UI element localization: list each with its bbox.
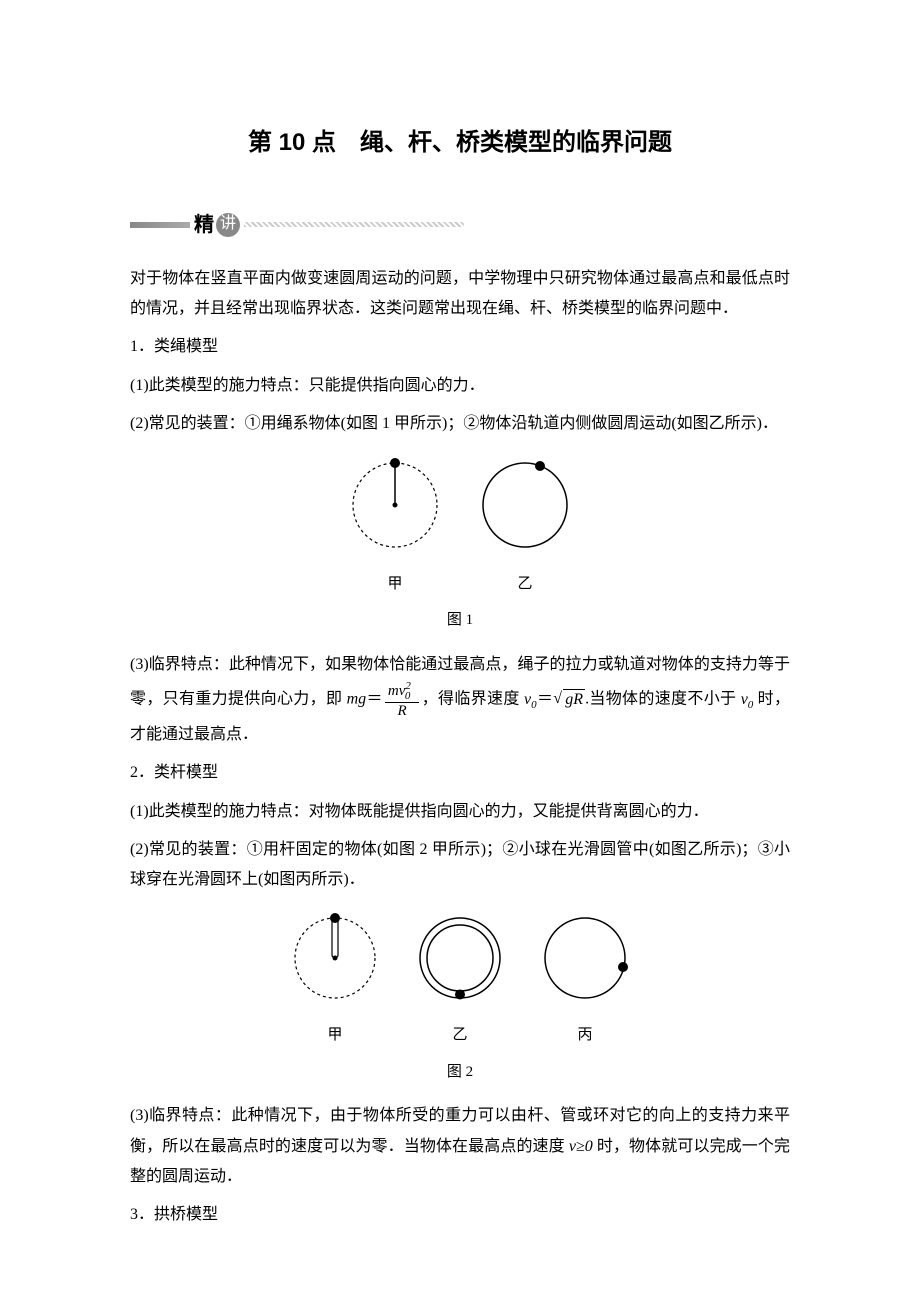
figure-1: 甲 乙 图 1 [130,455,790,635]
frac-num: mv [388,683,406,699]
formula-v0-2: v0 [741,691,754,708]
figure-2-bing-label: 丙 [538,1021,633,1050]
formula-eq1: ＝ [366,691,383,708]
section2-p1: (1)此类模型的施力特点：对物体既能提供指向圆心的力，又能提供背离圆心的力． [130,797,790,827]
section3-heading: 3．拱桥模型 [130,1200,790,1230]
figure-1-yi: 乙 [475,455,575,599]
figure-2-yi: 乙 [413,911,508,1050]
figure-2-jia: 甲 [288,911,383,1050]
page-title: 第 10 点 绳、杆、桥类模型的临界问题 [130,120,790,166]
formula-eq2: ＝ [537,691,554,708]
section-badge: 精 讲 [130,206,790,244]
section2-p2: (2)常见的装置：①用杆固定的物体(如图 2 甲所示)；②小球在光滑圆管中(如图… [130,835,790,896]
section2-p3: (3)临界特点：此种情况下，由于物体所受的重力可以由杆、管或环对它的向上的支持力… [130,1101,790,1192]
figure-1-caption: 图 1 [130,606,790,635]
diagram-ring-circle [538,911,633,1006]
figure-2-jia-label: 甲 [288,1021,383,1050]
formula-sqrt: gR [563,689,585,709]
figure-2-caption: 图 2 [130,1058,790,1087]
section1-p3: (3)临界特点：此种情况下，如果物体恰能通过最高点，绳子的拉力或轨道对物体的支持… [130,650,790,750]
figure-2: 甲 乙 丙 图 2 [130,911,790,1086]
section2-heading: 2．类杆模型 [130,758,790,788]
section1-p1: (1)此类模型的施力特点：只能提供指向圆心的力． [130,371,790,401]
intro-paragraph: 对于物体在竖直平面内做变速圆周运动的问题，中学物理中只研究物体通过最高点和最低点… [130,264,790,325]
formula-mg: mg [347,691,367,708]
figure-1-jia-label: 甲 [345,570,445,599]
diagram-tube-circle [413,911,508,1006]
formula-fraction: mv20R [385,680,420,720]
figure-2-bing: 丙 [538,911,633,1050]
figure-1-yi-label: 乙 [475,570,575,599]
badge-text: 精 讲 [194,206,240,244]
s1p3-mid: ，得临界速度 [421,691,524,708]
formula-vgeq: v≥0 [569,1138,593,1155]
formula-v0-1: v0 [524,691,537,708]
v-char-2: v [741,691,748,708]
figure-2-yi-label: 乙 [413,1021,508,1050]
figure-1-jia: 甲 [345,455,445,599]
frac-sub: 0 [405,690,411,702]
section1-heading: 1．类绳模型 [130,332,790,362]
diagram-track-circle [475,455,575,555]
badge-bar-right [244,222,464,227]
section1-p2: (2)常见的装置：①用绳系物体(如图 1 甲所示)；②物体沿轨道内侧做圆周运动(… [130,409,790,439]
badge-jing-char: 精 [194,206,214,244]
diagram-rod-circle [288,911,383,1006]
frac-den: R [385,703,420,720]
badge-bar-left [130,222,190,228]
diagram-rope-circle [345,455,445,555]
s1p3-post: .当物体的速度不小于 [585,691,741,708]
badge-jiang-char: 讲 [216,213,240,237]
